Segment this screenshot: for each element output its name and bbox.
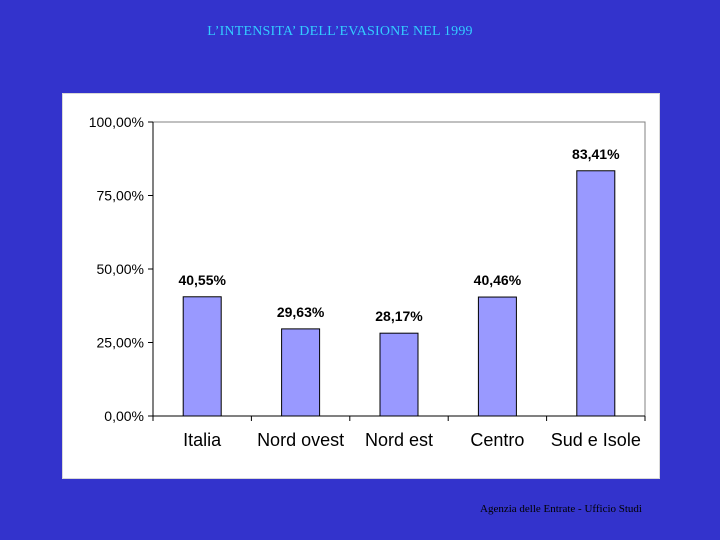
slide-title: L’INTENSITA’ DELL’EVASIONE NEL 1999 [207, 24, 473, 39]
x-category-label: Nord est [365, 430, 433, 450]
bar-centro [477, 296, 517, 417]
footer-credit: Agenzia delle Entrate - Ufficio Studi [480, 503, 642, 515]
y-tick-label: 100,00% [89, 114, 144, 130]
data-label: 29,63% [277, 304, 325, 320]
bar-nord-ovest [281, 328, 321, 417]
data-label: 83,41% [572, 146, 620, 162]
y-tick-label: 75,00% [97, 188, 144, 204]
bar-italia [182, 296, 222, 417]
y-tick-label: 0,00% [104, 408, 144, 424]
data-label: 40,55% [178, 272, 226, 288]
y-tick-label: 50,00% [97, 261, 144, 277]
bar-nord-est [379, 332, 419, 417]
x-category-label: Nord ovest [257, 430, 344, 450]
x-category-label: Sud e Isole [551, 430, 641, 450]
chart-panel: 0,00% 25,00% 50,00% 75,00% 100,00% 40,55% Ital… [62, 93, 660, 479]
bar-sud-e-isole [576, 170, 616, 417]
data-label: 28,17% [375, 308, 423, 324]
data-label: 40,46% [474, 272, 522, 288]
x-category-label: Italia [183, 430, 222, 450]
bar-chart: 0,00% 25,00% 50,00% 75,00% 100,00% 40,55% Ital… [89, 114, 646, 450]
x-category-label: Centro [470, 430, 524, 450]
y-tick-label: 25,00% [97, 335, 144, 351]
